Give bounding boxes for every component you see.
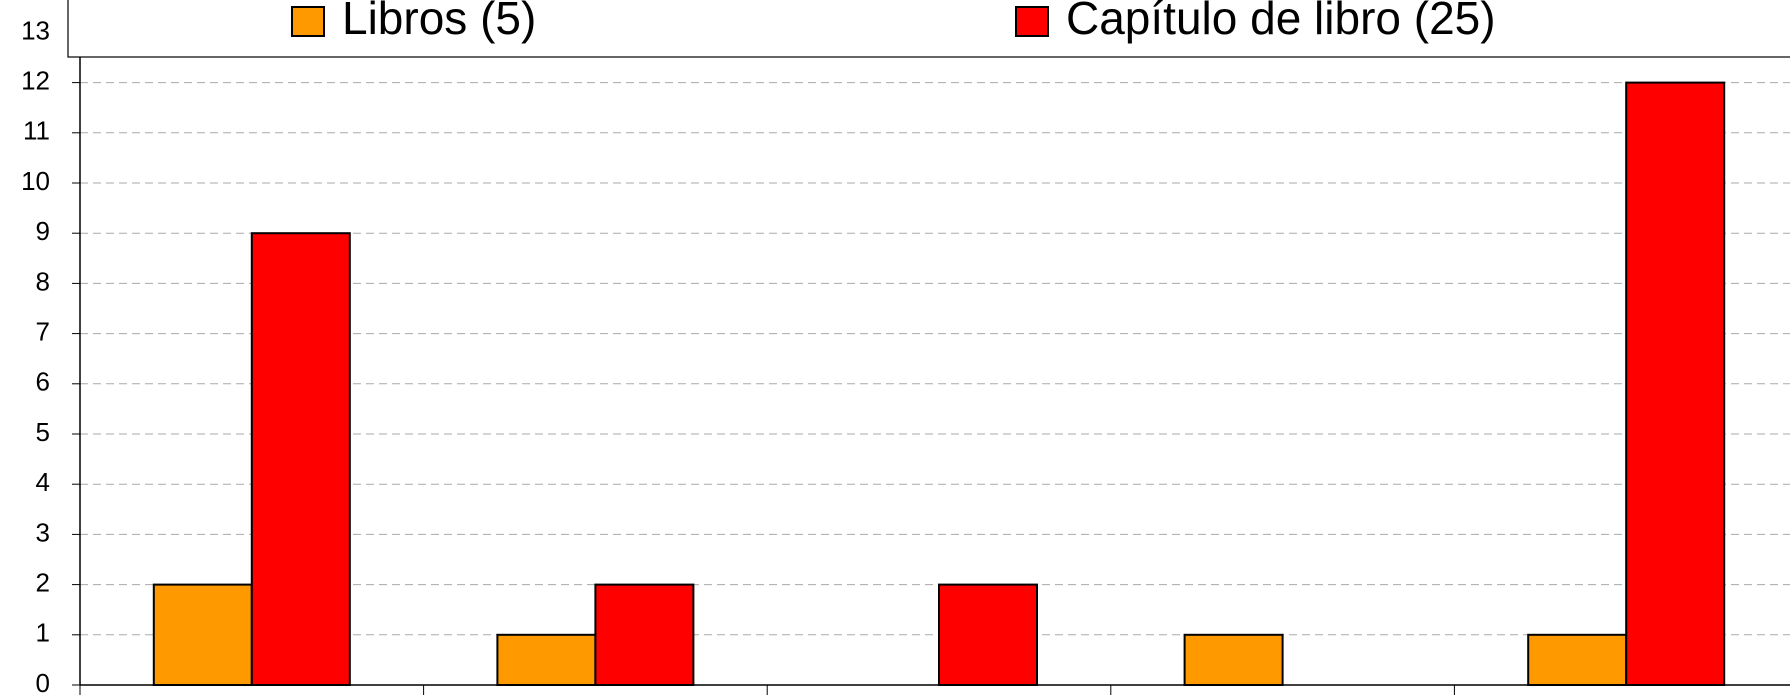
bar <box>938 583 1038 686</box>
y-tick-label: 7 <box>36 316 50 346</box>
legend-swatch <box>1015 6 1049 37</box>
bar <box>1625 81 1726 687</box>
bar <box>496 633 597 686</box>
y-tick-label: 13 <box>21 15 50 45</box>
bar <box>152 583 253 686</box>
y-tick-label: 2 <box>36 567 50 597</box>
y-tick-label: 4 <box>36 467 50 497</box>
y-tick-label: 10 <box>21 166 50 196</box>
y-tick-label: 8 <box>36 266 50 296</box>
legend-box <box>67 0 1790 58</box>
bar <box>594 583 695 686</box>
bar <box>1183 633 1284 686</box>
y-tick-label: 9 <box>36 216 50 246</box>
y-tick-label: 6 <box>36 367 50 397</box>
y-tick-label: 11 <box>23 116 50 146</box>
bar <box>1527 633 1628 686</box>
y-tick-label: 12 <box>21 65 50 95</box>
bar <box>250 232 351 686</box>
y-tick-label: 1 <box>36 618 50 648</box>
y-tick-label: 3 <box>36 517 50 547</box>
legend-swatch <box>291 6 325 37</box>
y-tick-label: 0 <box>36 668 50 698</box>
legend-label: Capítulo de libro (25) <box>1066 0 1496 44</box>
y-tick-label: 5 <box>36 417 50 447</box>
legend-label: Libros (5) <box>342 0 536 44</box>
